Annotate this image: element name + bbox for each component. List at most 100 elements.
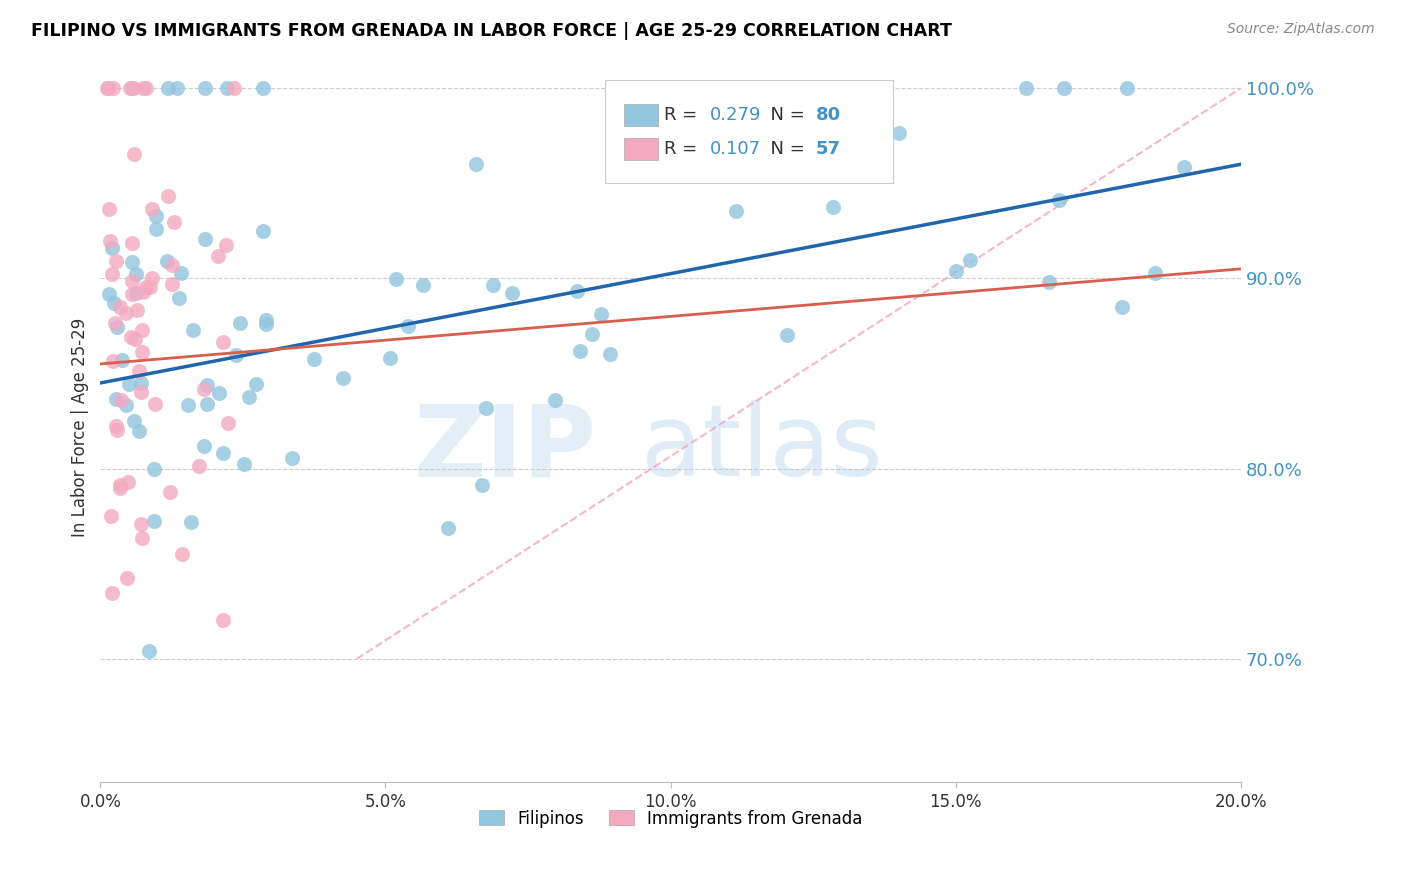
Point: [252, 81, 274, 95]
Point: [143, 462, 166, 476]
Point: [841, 151, 863, 165]
Point: [544, 392, 567, 407]
Point: [121, 286, 143, 301]
Point: [212, 446, 235, 460]
Point: [131, 516, 153, 531]
Point: [104, 316, 127, 330]
Point: [138, 644, 160, 658]
Point: [121, 236, 143, 251]
Point: [162, 215, 184, 229]
Point: [135, 279, 157, 293]
Point: [232, 457, 254, 471]
Point: [124, 332, 146, 346]
Point: [471, 478, 494, 492]
Point: [396, 318, 419, 333]
Point: [252, 224, 274, 238]
Point: [98, 286, 121, 301]
Point: [125, 285, 148, 300]
Point: [98, 234, 121, 248]
Point: [108, 301, 131, 315]
Point: [208, 385, 231, 400]
Point: [238, 390, 260, 404]
Point: [724, 204, 747, 219]
Point: [195, 377, 218, 392]
Point: [1047, 193, 1070, 207]
Point: [145, 209, 167, 223]
Point: [215, 238, 238, 252]
Point: [104, 419, 127, 434]
Text: 57: 57: [815, 140, 841, 158]
Point: [195, 397, 218, 411]
Point: [385, 272, 408, 286]
Point: [1015, 81, 1038, 95]
Point: [229, 316, 252, 330]
Point: [100, 267, 122, 281]
Point: [775, 328, 797, 343]
Point: [217, 416, 239, 430]
Point: [131, 345, 153, 359]
Point: [254, 318, 277, 332]
Point: [110, 392, 132, 407]
Point: [207, 249, 229, 263]
Point: [799, 160, 821, 174]
Point: [156, 81, 179, 95]
Point: [1052, 81, 1074, 95]
Text: N =: N =: [759, 140, 811, 158]
Point: [132, 285, 155, 299]
Point: [143, 397, 166, 411]
Point: [96, 81, 118, 95]
Point: [141, 271, 163, 285]
Point: [156, 254, 179, 268]
Text: 0.279: 0.279: [710, 106, 762, 124]
Point: [159, 484, 181, 499]
Point: [129, 376, 152, 390]
Point: [118, 81, 141, 95]
Point: [181, 323, 204, 337]
Point: [132, 81, 155, 95]
Point: [160, 258, 183, 272]
Point: [959, 253, 981, 268]
Point: [145, 221, 167, 235]
Point: [121, 81, 143, 95]
Point: [118, 376, 141, 391]
Point: [131, 323, 153, 337]
Point: [188, 458, 211, 473]
Point: [225, 348, 247, 362]
Point: [125, 268, 148, 282]
Point: [115, 571, 138, 585]
Point: [104, 392, 127, 406]
Text: ZIP: ZIP: [413, 401, 596, 498]
Point: [117, 475, 139, 490]
Point: [143, 514, 166, 528]
Point: [111, 353, 134, 368]
Point: [170, 547, 193, 561]
Point: [464, 157, 486, 171]
Point: [212, 334, 235, 349]
Point: [217, 81, 239, 95]
Point: [100, 586, 122, 600]
Point: [120, 329, 142, 343]
Point: [115, 306, 138, 320]
Point: [194, 81, 217, 95]
Text: Source: ZipAtlas.com: Source: ZipAtlas.com: [1227, 22, 1375, 37]
Point: [108, 482, 131, 496]
Point: [128, 425, 150, 439]
Point: [105, 320, 128, 334]
Point: [481, 278, 503, 293]
Text: atlas: atlas: [641, 401, 883, 498]
Point: [139, 279, 162, 293]
Text: 0.107: 0.107: [710, 140, 761, 158]
Point: [1111, 300, 1133, 314]
Point: [599, 347, 621, 361]
Point: [568, 344, 591, 359]
Point: [105, 253, 128, 268]
Point: [256, 313, 278, 327]
Point: [101, 354, 124, 368]
Point: [156, 189, 179, 203]
Text: R =: R =: [664, 140, 703, 158]
Y-axis label: In Labor Force | Age 25-29: In Labor Force | Age 25-29: [72, 318, 89, 537]
Point: [591, 307, 613, 321]
Point: [224, 81, 246, 95]
Point: [378, 351, 401, 365]
Point: [302, 352, 325, 367]
